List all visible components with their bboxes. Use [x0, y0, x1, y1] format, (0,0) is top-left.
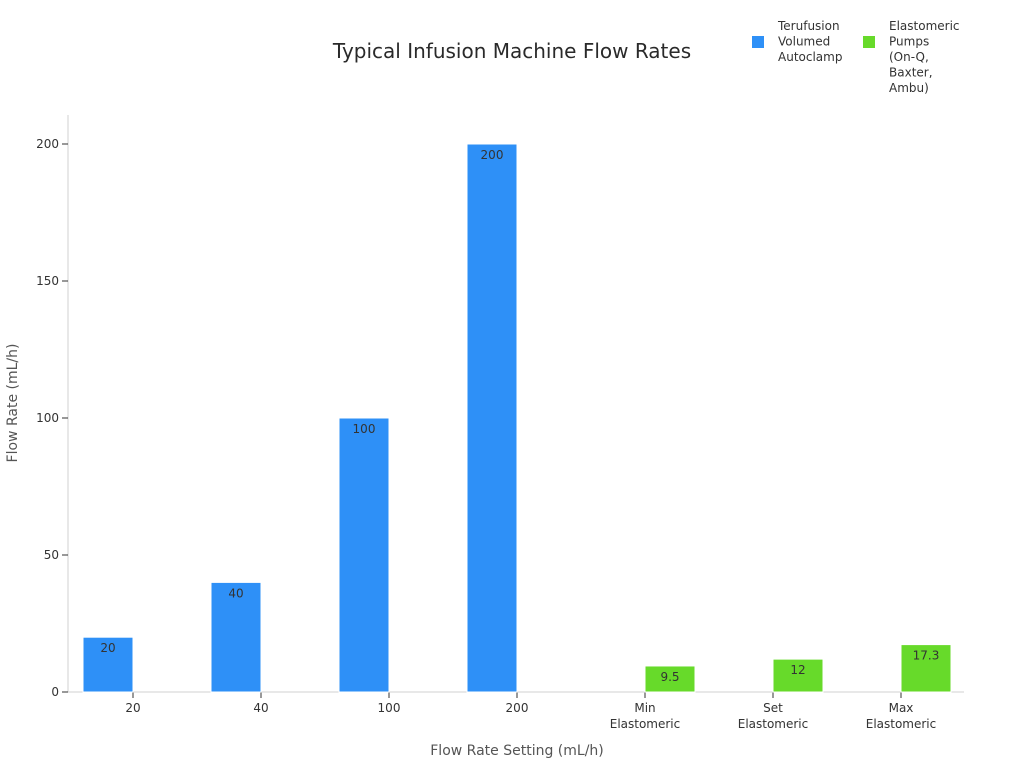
bar	[82, 636, 134, 693]
bar-value-label: 12	[790, 663, 805, 677]
plot-area: 0 50 100 150 200 20 40 100 200 Min Elastomeric Set E…	[36, 115, 964, 731]
x-tick-label: Set Elastomeric	[738, 701, 809, 731]
bar-value-label: 200	[481, 148, 504, 162]
bar	[900, 644, 952, 693]
x-axis-title: Flow Rate Setting (mL/h)	[430, 743, 604, 759]
x-tick-label: 200	[506, 701, 529, 715]
x-tick-label: 100	[378, 701, 401, 715]
bar	[466, 143, 518, 693]
chart-title: Typical Infusion Machine Flow Rates	[332, 39, 691, 63]
x-tick-label: Max Elastomeric	[866, 701, 937, 731]
legend-label: Elastomeric Pumps (On-Q, Baxter, Ambu)	[889, 19, 960, 95]
legend: Terufusion Volumed Autoclamp Elastomeric Pum…	[752, 19, 960, 95]
bar-value-label: 40	[228, 586, 243, 600]
y-axis-title: Flow Rate (mL/h)	[5, 344, 21, 463]
bar	[644, 665, 696, 693]
y-tick-label: 50	[44, 548, 59, 562]
y-tick-label: 200	[36, 137, 59, 151]
bar	[210, 581, 262, 693]
x-tick-label: 20	[125, 701, 140, 715]
bar-value-label: 100	[353, 422, 376, 436]
bar-value-label: 20	[100, 641, 115, 655]
legend-swatch	[863, 36, 875, 48]
x-tick-label: Min Elastomeric	[610, 701, 681, 731]
legend-swatch	[752, 36, 764, 48]
y-tick-label: 100	[36, 411, 59, 425]
legend-label: Terufusion Volumed Autoclamp	[777, 19, 842, 64]
x-tick-label: 40	[253, 701, 268, 715]
bar	[772, 658, 824, 693]
bar-value-label: 17.3	[913, 649, 940, 663]
y-tick-label: 0	[51, 685, 59, 699]
bar	[338, 417, 390, 693]
y-tick-label: 150	[36, 274, 59, 288]
bar-value-label: 9.5	[660, 670, 679, 684]
